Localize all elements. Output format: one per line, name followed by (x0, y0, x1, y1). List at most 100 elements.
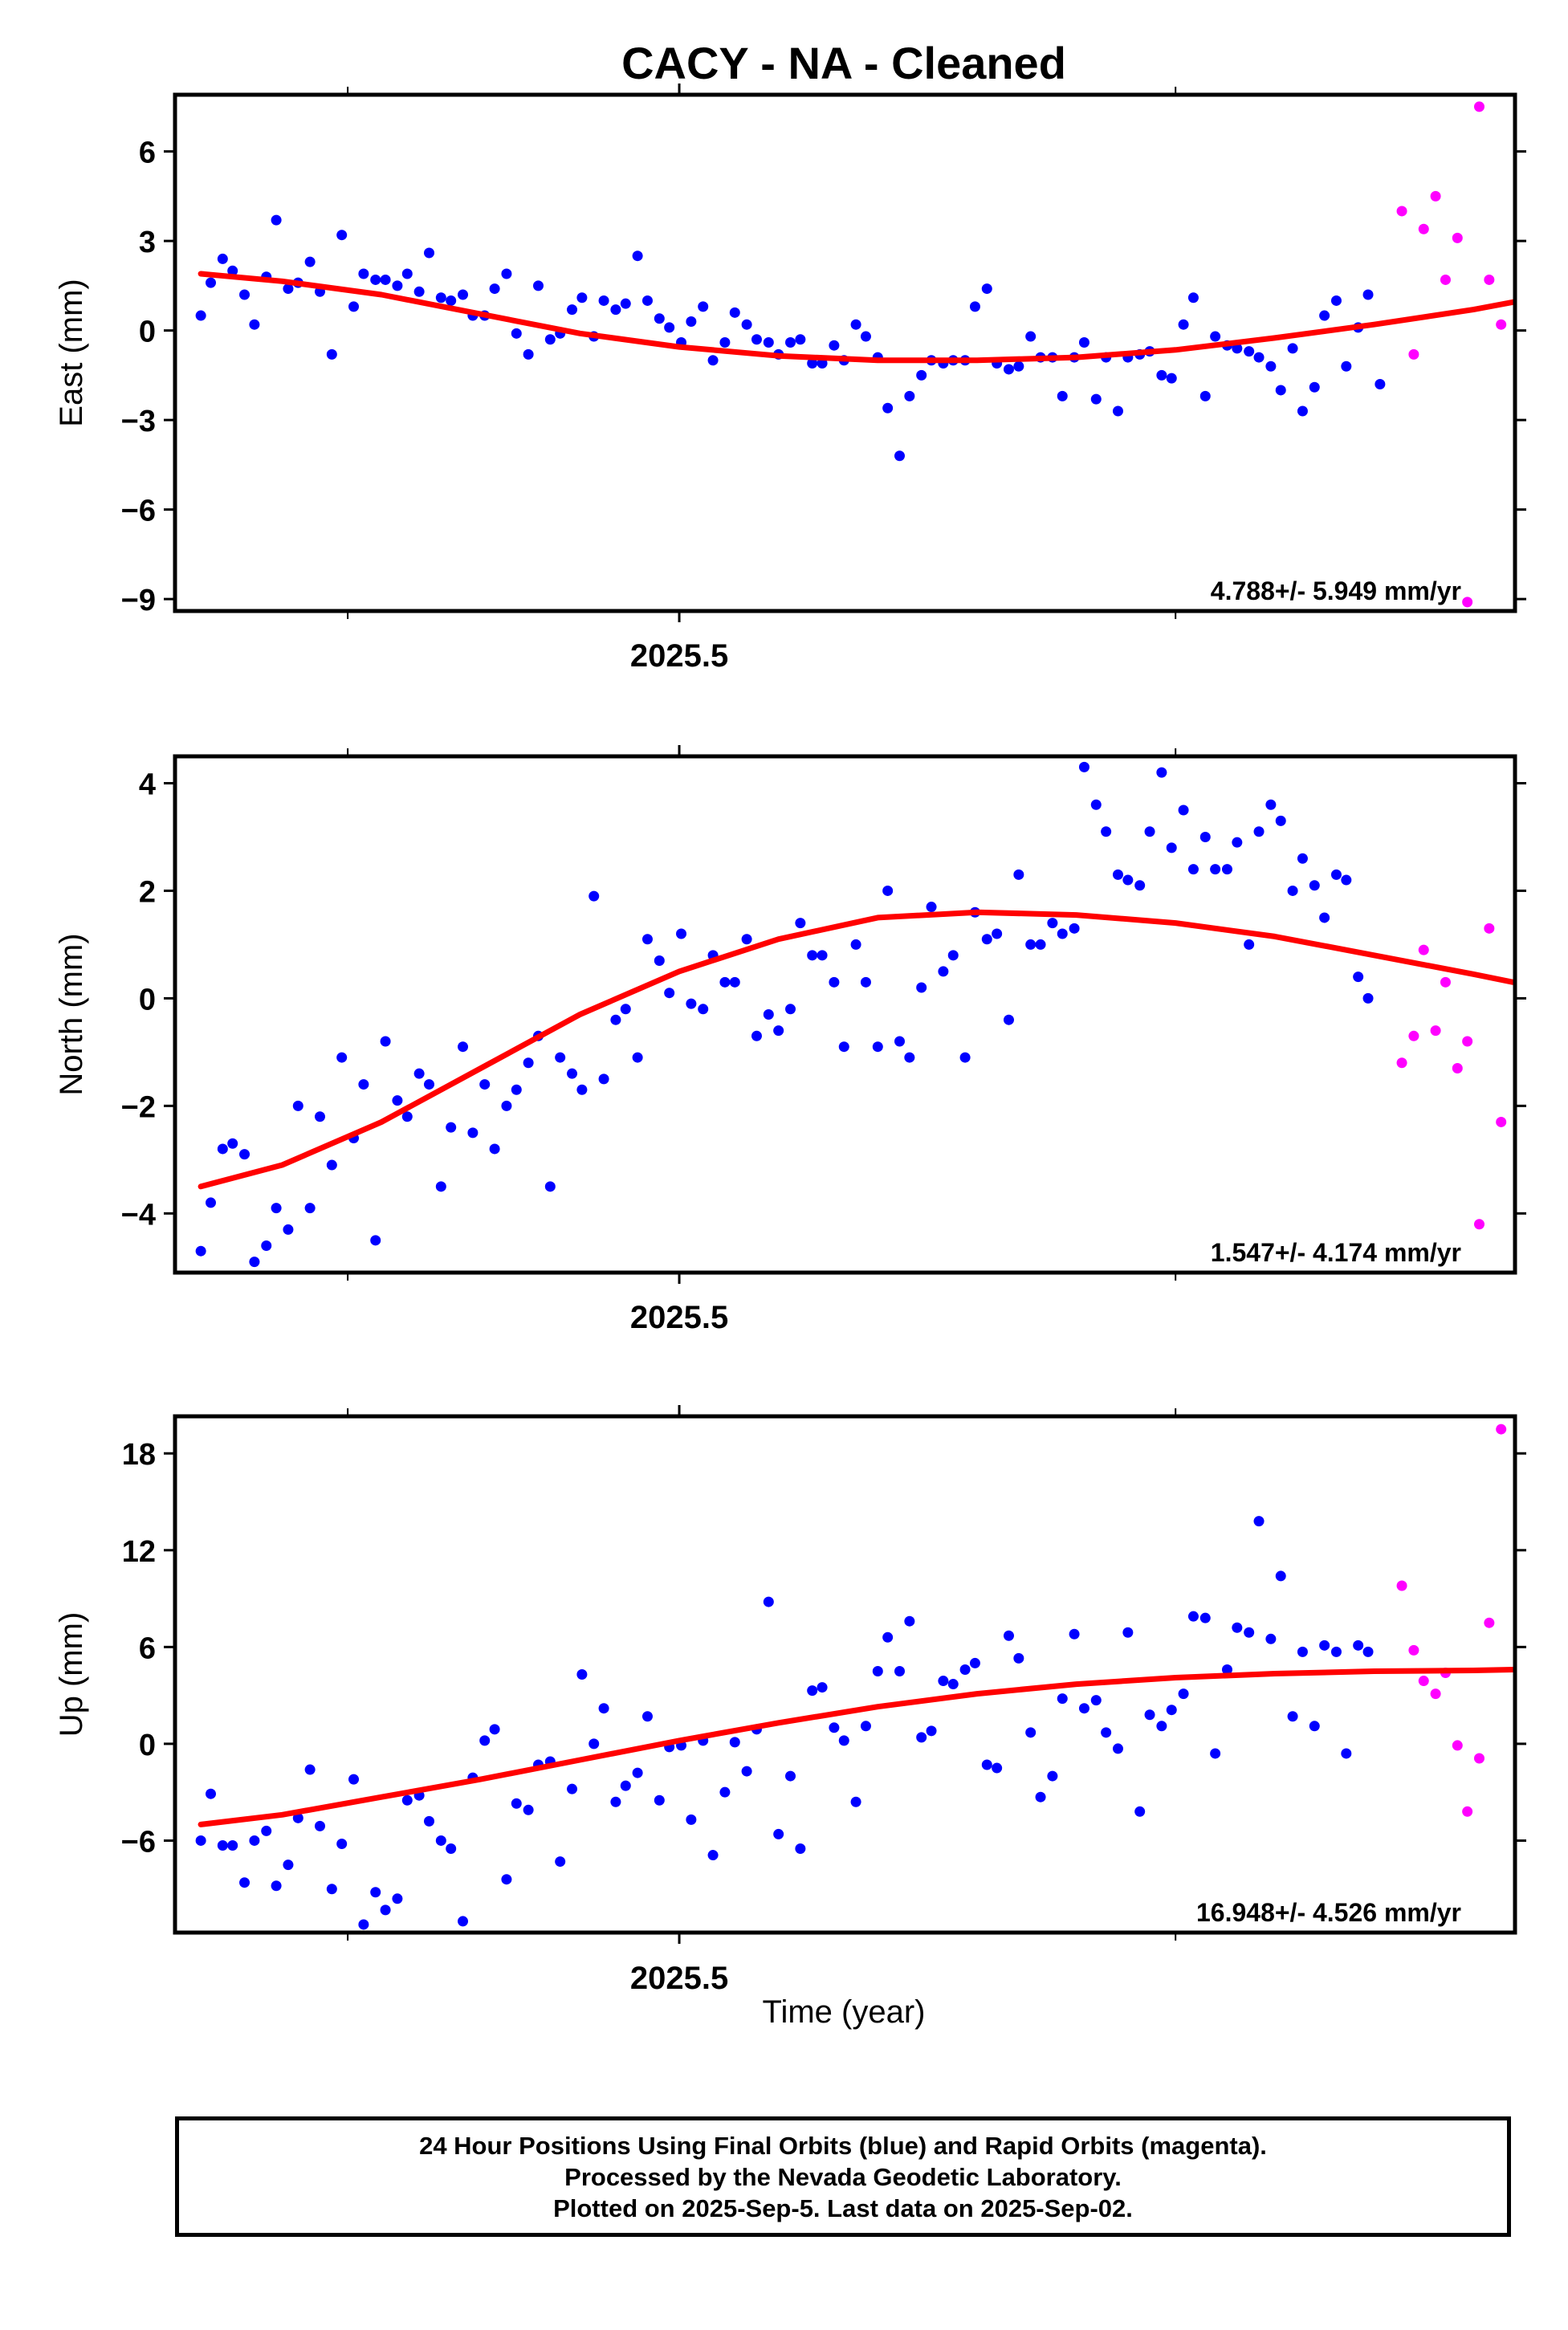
final-point (217, 253, 228, 264)
final-point (195, 1245, 206, 1257)
y-tick-label: 18 (122, 1438, 156, 1472)
final-point (904, 390, 915, 401)
final-point (392, 280, 403, 291)
final-point (326, 1884, 337, 1895)
final-point (1057, 390, 1068, 401)
rapid-point (1473, 1219, 1485, 1230)
final-point (458, 1916, 469, 1927)
final-point (610, 304, 621, 316)
final-point (1122, 874, 1134, 886)
final-point (1253, 826, 1265, 837)
final-point (904, 1052, 915, 1063)
final-point (926, 902, 937, 913)
final-point (1047, 1770, 1058, 1782)
chart-title: CACY - NA - Cleaned (621, 38, 1066, 88)
final-point (894, 450, 905, 462)
final-point (981, 283, 992, 295)
final-point (523, 348, 534, 360)
final-point (206, 1197, 217, 1208)
final-point (1275, 1570, 1286, 1582)
rapid-point (1430, 1025, 1441, 1037)
final-point (1178, 805, 1189, 816)
final-point (785, 336, 796, 348)
caption-line-2: Processed by the Nevada Geodetic Laborat… (564, 2162, 1122, 2191)
final-point (283, 1224, 294, 1235)
final-point (446, 295, 457, 306)
final-point (698, 1004, 709, 1015)
final-point (1244, 939, 1255, 950)
final-point (1275, 385, 1286, 396)
y-axis-label: Up (mm) (54, 1612, 89, 1737)
final-point (1265, 360, 1277, 372)
final-point (1078, 336, 1089, 348)
rapid-point (1473, 1753, 1485, 1764)
y-tick-label: −4 (121, 1198, 156, 1232)
final-point (358, 268, 369, 279)
final-point (751, 334, 762, 345)
final-point (1275, 815, 1286, 826)
final-point (632, 1767, 643, 1778)
final-point (501, 268, 512, 279)
final-point (348, 301, 360, 312)
final-point (555, 1856, 566, 1868)
final-point (1187, 1611, 1199, 1622)
final-point (1253, 352, 1265, 363)
final-point (479, 1735, 491, 1746)
final-point (1101, 1727, 1112, 1738)
final-point (1309, 880, 1320, 891)
final-point (1090, 1695, 1102, 1706)
rapid-point (1462, 1806, 1473, 1817)
fit-line (198, 271, 1515, 364)
final-point (641, 295, 653, 306)
final-point (370, 1235, 381, 1246)
rapid-point (1452, 1740, 1463, 1751)
final-point (686, 998, 697, 1009)
final-point (620, 1780, 631, 1791)
final-point (314, 1111, 325, 1122)
final-point (620, 298, 631, 309)
final-point (249, 1257, 260, 1268)
final-point (1112, 1743, 1123, 1754)
final-point (1156, 767, 1167, 778)
final-point (1244, 346, 1255, 357)
data-layer (195, 761, 1515, 1268)
final-point (850, 1796, 861, 1807)
rapid-point (1496, 319, 1507, 330)
final-point (719, 336, 731, 348)
final-point (511, 328, 522, 339)
rapid-point (1430, 1688, 1441, 1700)
final-point (807, 358, 818, 369)
final-point (1199, 390, 1211, 401)
final-point (1003, 1014, 1014, 1025)
final-point (576, 1084, 588, 1095)
final-point (501, 1100, 512, 1111)
final-point (401, 268, 413, 279)
final-point (227, 265, 238, 276)
final-point (1232, 837, 1243, 848)
y-axis-label: North (mm) (54, 933, 89, 1095)
final-point (1090, 393, 1102, 405)
final-point (227, 1138, 238, 1149)
final-point (358, 1079, 369, 1090)
final-point (1112, 405, 1123, 417)
final-point (641, 1711, 653, 1722)
y-tick-label: 0 (139, 1729, 156, 1762)
gps-timeseries-figure: CACY - NA - Cleaned 6 3 0 −3 −6 −9 2025.5 East … (54, 38, 1526, 2030)
final-point (850, 939, 861, 950)
final-point (206, 1788, 217, 1799)
final-point (576, 292, 588, 303)
final-point (1362, 1646, 1374, 1657)
final-point (292, 1812, 303, 1823)
final-point (1166, 373, 1177, 384)
final-point (1341, 1748, 1352, 1759)
final-point (567, 1783, 578, 1794)
final-point (707, 355, 719, 366)
final-point (763, 1596, 774, 1607)
final-point (1375, 379, 1386, 390)
final-point (1187, 292, 1199, 303)
final-point (882, 885, 894, 896)
final-point (916, 369, 927, 381)
final-point (1210, 331, 1221, 342)
final-point (1134, 880, 1146, 891)
rapid-point (1452, 1062, 1463, 1073)
